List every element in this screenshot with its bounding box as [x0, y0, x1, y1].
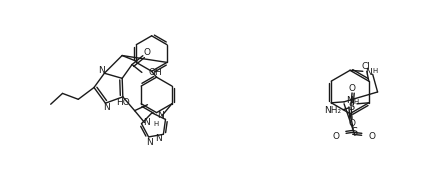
Text: N: N	[347, 96, 353, 105]
Text: S: S	[348, 102, 354, 112]
Text: OH: OH	[149, 68, 162, 77]
Text: O: O	[348, 84, 355, 92]
Text: N: N	[157, 111, 164, 120]
Text: H: H	[353, 99, 359, 105]
Text: O: O	[143, 48, 150, 57]
Text: HO: HO	[116, 98, 130, 107]
Text: N: N	[143, 118, 150, 127]
Text: Cl: Cl	[361, 62, 370, 71]
Text: O: O	[333, 132, 340, 141]
Text: O: O	[368, 132, 375, 141]
Text: S: S	[351, 127, 357, 137]
Text: H: H	[372, 68, 377, 74]
Text: N: N	[103, 103, 110, 112]
Text: N: N	[155, 134, 162, 143]
Text: NH₂: NH₂	[324, 106, 341, 115]
Text: N: N	[146, 138, 153, 147]
Text: O: O	[348, 119, 355, 128]
Text: H: H	[153, 121, 158, 127]
Text: N: N	[365, 68, 372, 77]
Text: N: N	[98, 66, 105, 75]
